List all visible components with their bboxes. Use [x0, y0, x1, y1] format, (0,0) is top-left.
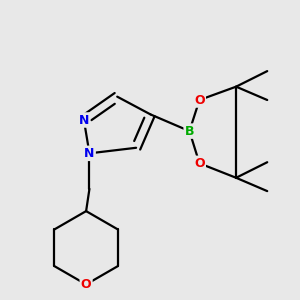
Text: B: B	[185, 124, 194, 138]
Text: N: N	[84, 147, 94, 160]
Text: N: N	[79, 113, 89, 127]
Text: O: O	[194, 94, 205, 106]
Text: O: O	[194, 157, 205, 170]
Text: O: O	[81, 278, 92, 291]
